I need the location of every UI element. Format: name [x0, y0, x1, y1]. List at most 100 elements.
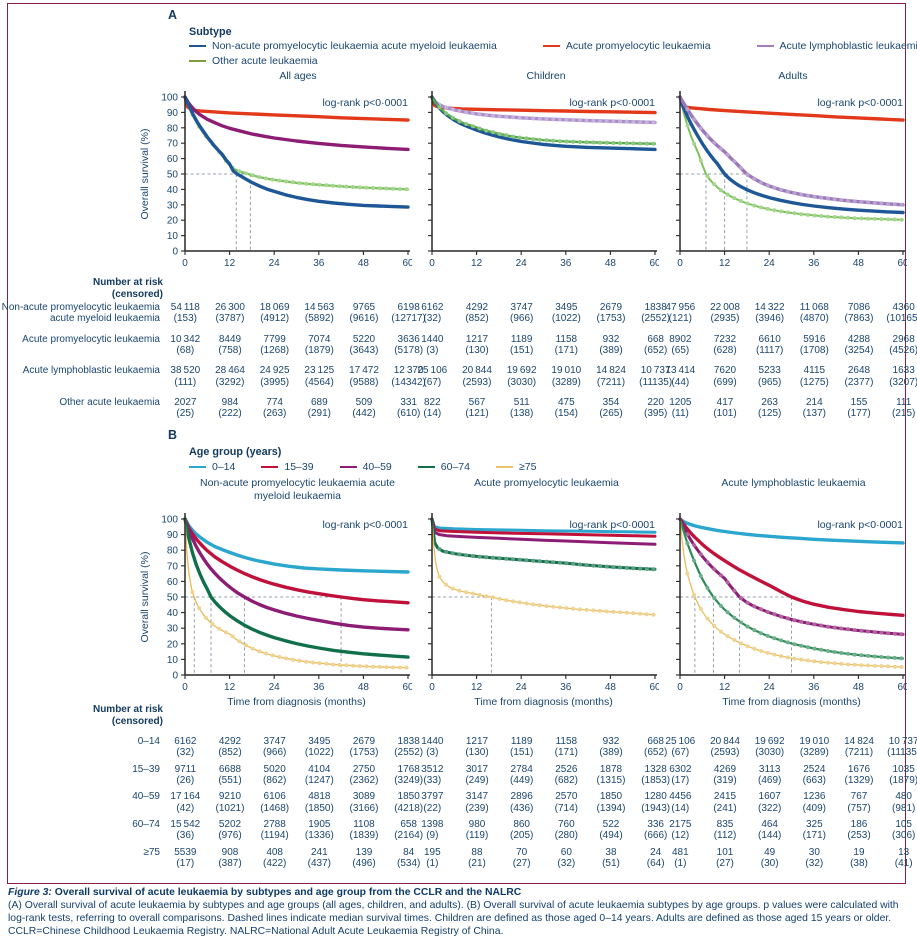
censor-marker	[290, 180, 295, 185]
x-tick-label: 60	[402, 682, 412, 693]
censor-marker	[644, 566, 649, 571]
risk-cell: 10 737 (11135)	[887, 736, 917, 759]
censor-marker	[450, 586, 455, 591]
legend-label: ≥75	[518, 461, 537, 473]
censor-marker	[517, 115, 522, 120]
risk-cell: 4269 (319)	[713, 763, 737, 786]
x-tick-label: 36	[313, 682, 325, 693]
risk-cell: 3747 (966)	[262, 736, 287, 759]
censor-marker	[725, 634, 730, 639]
censor-marker	[631, 141, 636, 146]
risk-cell: 822 (14)	[423, 397, 442, 420]
censor-marker	[644, 612, 649, 617]
censor-marker	[437, 574, 442, 579]
censor-marker	[892, 217, 897, 222]
x-tick-label: 36	[313, 258, 325, 269]
y-tick-label: 90	[167, 108, 179, 119]
censor-marker	[544, 559, 549, 564]
censor-marker	[799, 643, 804, 648]
censor-marker	[618, 610, 623, 615]
censor-marker	[872, 216, 877, 221]
censor-marker	[866, 216, 871, 221]
risk-cell: 3495 (1022)	[304, 736, 334, 759]
risk-cell: 19 (38)	[850, 846, 868, 869]
censor-marker	[457, 119, 462, 124]
censor-marker	[317, 661, 322, 666]
censor-marker	[197, 606, 202, 611]
censor-marker	[765, 610, 770, 614]
risk-cell: 1217 (130)	[465, 736, 489, 759]
censor-marker	[237, 169, 242, 174]
censor-marker	[391, 186, 396, 191]
risk-cell: 1768 (3249)	[394, 763, 424, 786]
x-tick-label: 24	[764, 682, 776, 693]
survival-plot: 0 12 24 36 48 60 log-rank p<0·0001	[428, 91, 659, 269]
censor-marker	[792, 618, 797, 623]
censor-marker	[839, 626, 844, 631]
censor-marker	[491, 555, 495, 560]
y-tick-label: 90	[167, 530, 179, 541]
censor-marker	[772, 185, 777, 190]
risk-cell: 6162 (32)	[174, 736, 197, 759]
series-40-59	[183, 517, 410, 632]
risk-cell: 689 (291)	[307, 397, 331, 420]
risk-header-line2: (censored)	[111, 715, 163, 727]
censor-marker	[759, 631, 763, 636]
censor-marker	[892, 631, 897, 636]
censor-marker	[886, 631, 891, 636]
legend-item: 15–39	[261, 461, 314, 473]
risk-cell: 49 (30)	[760, 846, 779, 869]
risk-cell: 2679 (1753)	[349, 736, 379, 759]
risk-cell: 480 (981)	[891, 791, 916, 814]
censor-marker	[364, 185, 369, 190]
censor-marker	[284, 656, 289, 661]
censor-marker	[812, 213, 817, 218]
legend-label: 15–39	[284, 461, 314, 473]
chart-adults: 0 12 24 36 48 60 log-rank p<0·0001	[631, 84, 907, 276]
censor-marker	[752, 203, 757, 208]
censor-marker	[477, 593, 482, 597]
censor-marker	[805, 658, 810, 663]
censor-marker	[725, 152, 730, 157]
censor-marker	[785, 616, 790, 621]
risk-header-line1: Number at risk	[92, 704, 163, 715]
risk-cell: 2027 (25)	[174, 397, 197, 420]
censor-marker	[457, 108, 462, 113]
y-tick-label: 30	[167, 624, 179, 635]
risk-cells-group: 2027 (25) 984 (222) 774 (263) 689 (291) 509 (442)…	[163, 397, 431, 419]
censor-marker	[866, 663, 871, 668]
censor-marker	[812, 659, 817, 664]
censor-marker	[284, 179, 289, 184]
censor-marker	[698, 126, 703, 131]
censor-marker	[785, 189, 790, 194]
censor-marker	[391, 665, 396, 670]
risk-cell: 7086 (7863)	[844, 302, 874, 325]
censor-marker	[304, 181, 309, 186]
censor-marker	[739, 596, 743, 601]
censor-marker	[310, 660, 315, 665]
risk-cell: 17 472 (9588)	[349, 365, 379, 388]
chart-all-ages: 0 10 20 30 40 50 60 70 80 90 100 0 12 24 36 48 60 log-ran…	[136, 84, 412, 276]
censor-marker	[210, 622, 215, 627]
censor-marker	[511, 599, 515, 604]
risk-cells-group: 17 164 (42) 9210 (1021) 6106 (1468) 4818 (1850)…	[163, 791, 431, 813]
risk-cell: 1838 (2552)	[394, 736, 424, 759]
censor-marker	[759, 180, 763, 185]
censor-marker	[464, 110, 469, 115]
censor-marker	[557, 605, 562, 610]
risk-row-label: 60–74	[132, 819, 160, 831]
risk-cell: 11 068 (4870)	[799, 302, 829, 325]
x-tick-label: 24	[516, 682, 528, 693]
risk-cell: 7620 (699)	[713, 365, 737, 388]
censor-marker	[846, 627, 850, 632]
x-tick-label: 12	[719, 258, 731, 269]
censor-marker	[698, 158, 703, 163]
censor-marker	[624, 141, 629, 146]
legend-swatch-icon	[261, 465, 279, 469]
risk-cell: 18 069 (4912)	[259, 302, 290, 325]
risk-cell: 70 (27)	[512, 846, 531, 869]
censor-marker	[511, 134, 515, 139]
censor-marker	[571, 606, 576, 611]
y-tick-label: 10	[167, 655, 179, 666]
censor-marker	[477, 112, 482, 117]
